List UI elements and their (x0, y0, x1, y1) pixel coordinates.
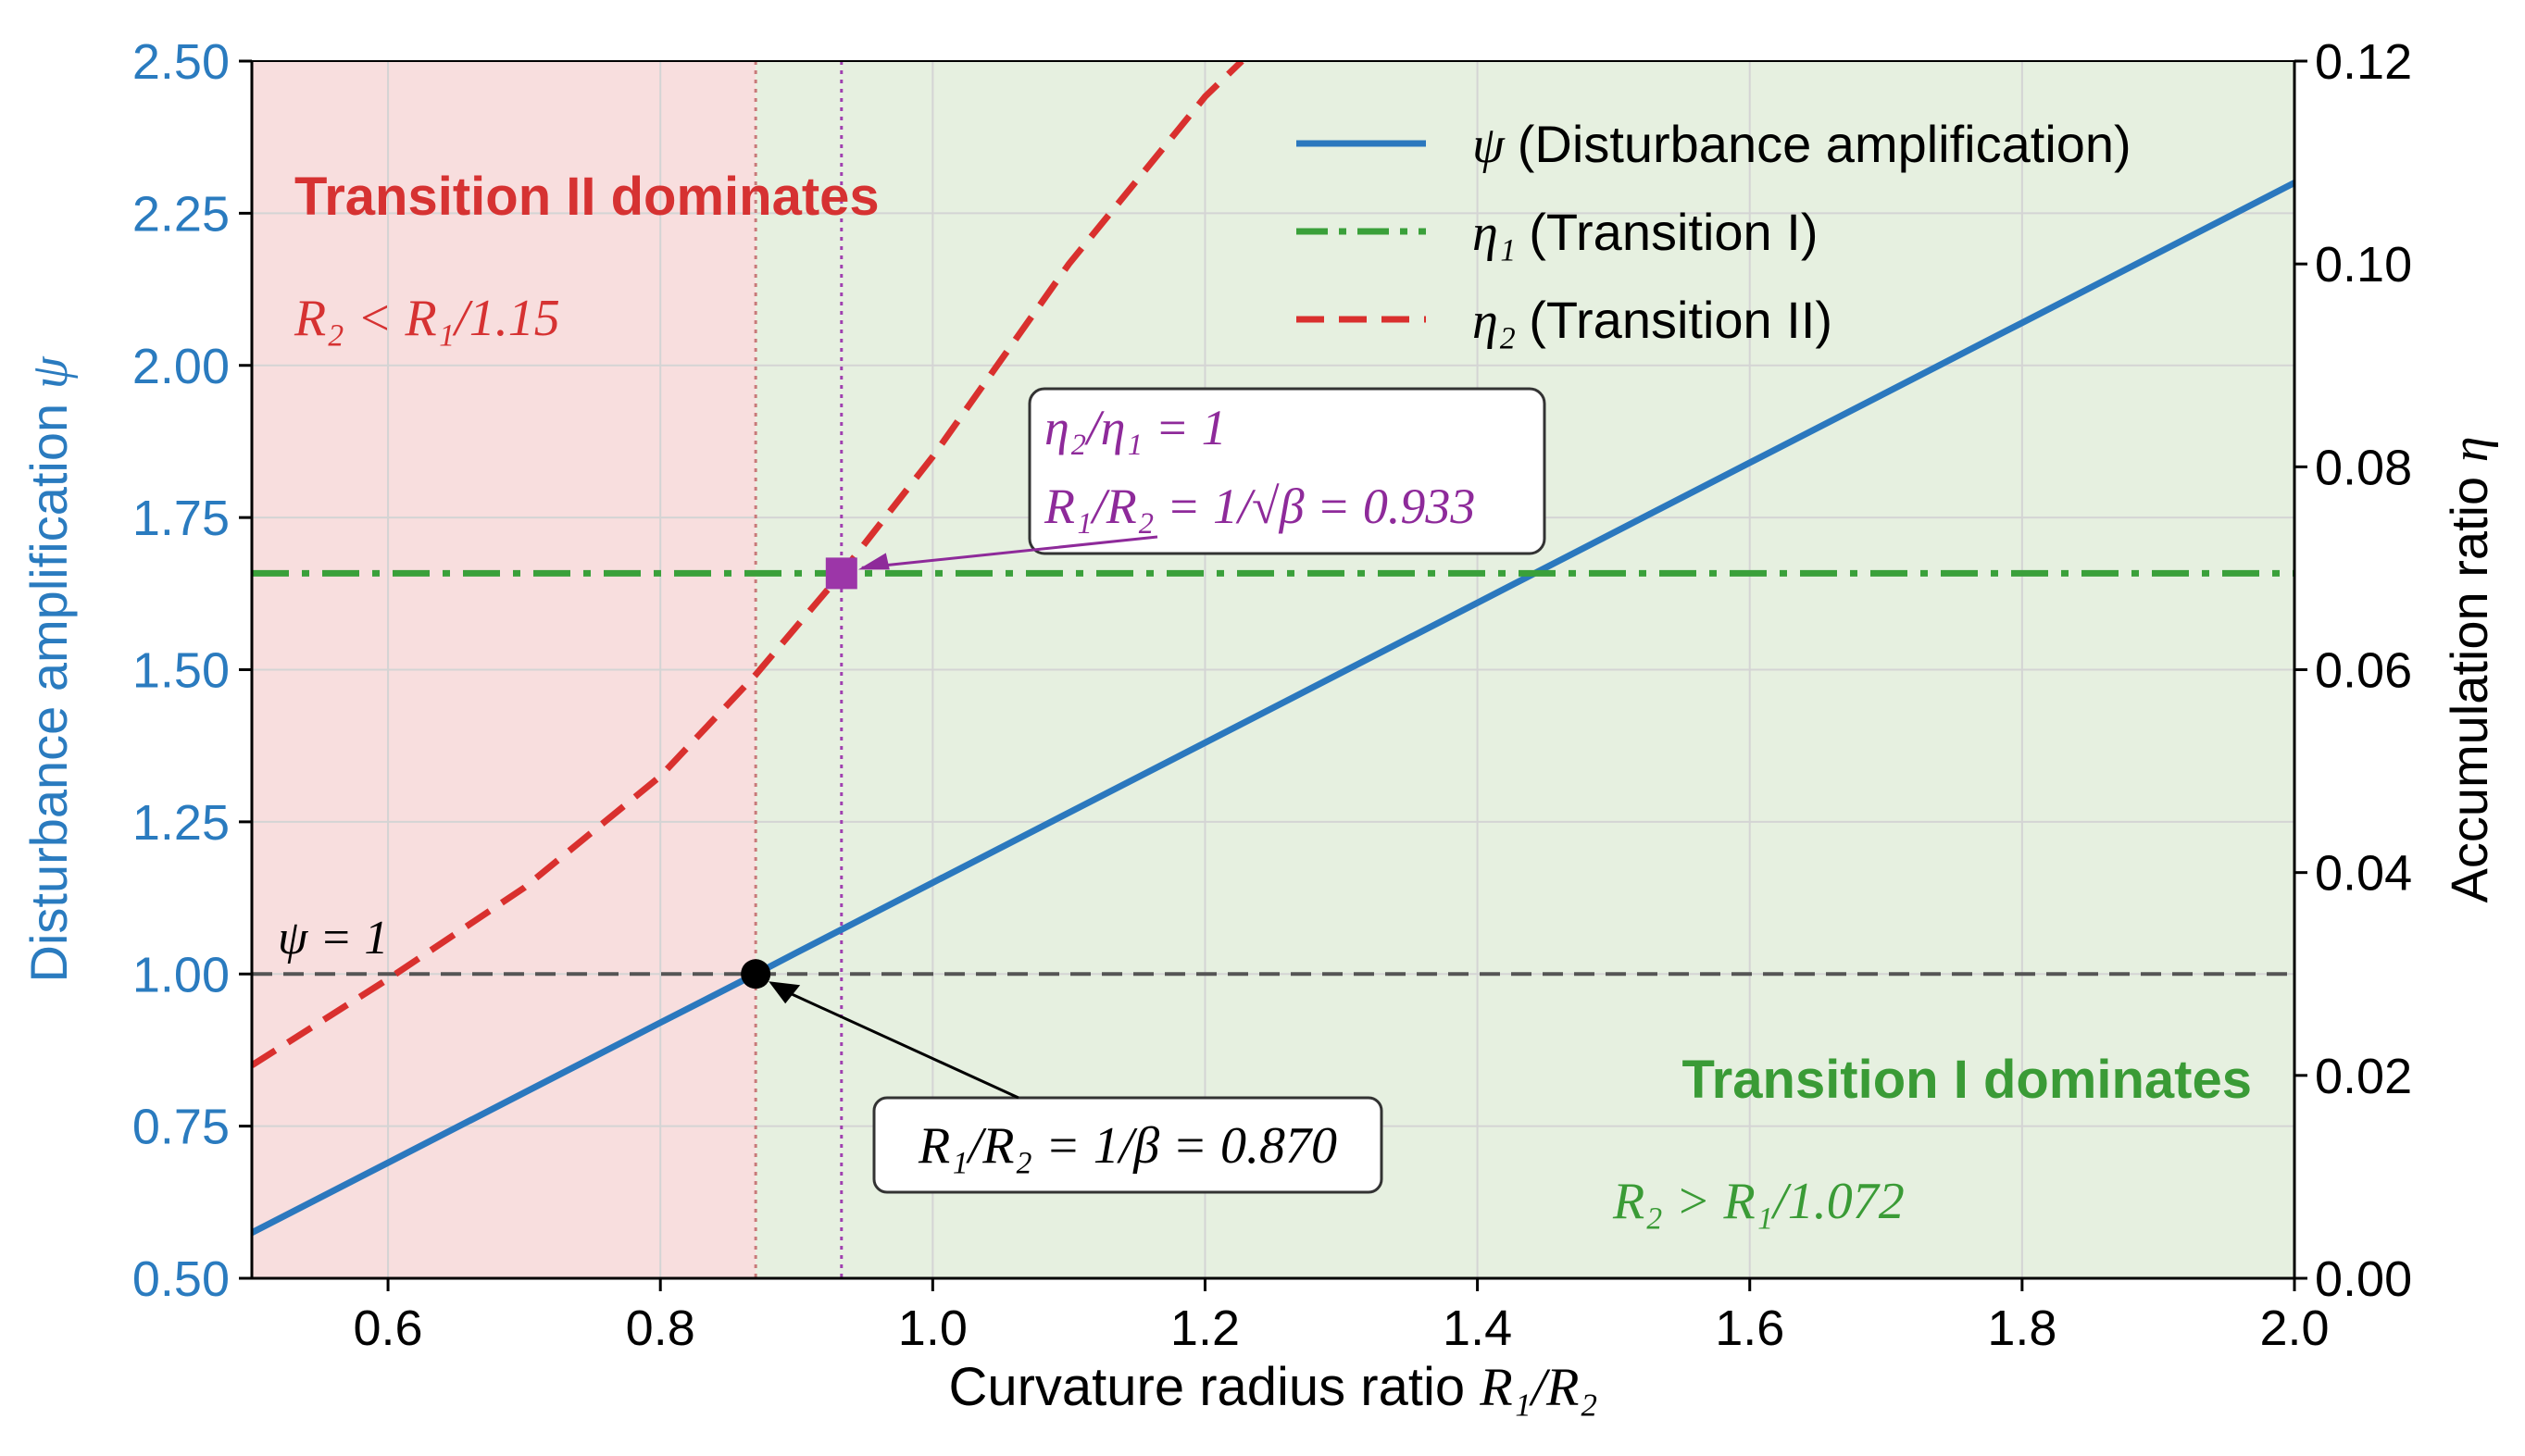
series-lines (252, 61, 2294, 1236)
series-line-psi (252, 180, 2294, 1236)
reference-lines (252, 61, 2294, 1278)
legend-label-psi: ψ (Disturbance amplification) (1472, 115, 2131, 174)
y-left-tick-label: 1.75 (132, 491, 230, 546)
region-title-transition-ii: Transition II dominates (294, 167, 880, 227)
region-title-transition-i: Transition I dominates (1681, 1050, 2252, 1110)
annotations: ψ = 1 R₁/R₂ = 1/β = 0.870 η₂/η₁ = 1 R₁/R₂ =… (278, 387, 1546, 1194)
y-right-tick-label: 0.12 (2315, 34, 2412, 90)
markers (741, 557, 857, 989)
region-condition-transition-i: R₂ > R₁/1.072 (1612, 1173, 1905, 1230)
annotation-sqrt-beta-line1: η₂/η₁ = 1 (1044, 400, 1227, 455)
x-tick-label: 0.6 (354, 1300, 423, 1356)
annotation-sqrt-beta-box (1028, 387, 1546, 555)
y-right-tick-label: 0.08 (2315, 440, 2412, 495)
y-left-tick-label: 2.00 (132, 339, 230, 394)
x-tick-label: 2.0 (2259, 1300, 2329, 1356)
x-tick-label: 1.0 (898, 1300, 968, 1356)
y-left-tick-label: 1.25 (132, 795, 230, 851)
annotation-beta-text: R₁/R₂ = 1/β = 0.870 (918, 1117, 1337, 1175)
y-right-tick-label: 0.10 (2315, 237, 2412, 292)
region-labels: Transition II dominates R₂ < R₁/1.15 Trans… (294, 167, 2252, 1230)
x-tick-label: 0.8 (626, 1300, 695, 1356)
y-left-tick-label: 2.25 (132, 186, 230, 242)
legend: ψ (Disturbance amplification) η₁ (Transit… (1296, 115, 2131, 350)
y-right-tick-label: 0.02 (2315, 1049, 2412, 1104)
y-left-tick-label: 1.50 (132, 643, 230, 699)
region-condition-transition-ii: R₂ < R₁/1.15 (294, 290, 560, 347)
legend-label-eta2: η₂ (Transition II) (1472, 291, 1832, 350)
y-right-tick-label: 0.04 (2315, 846, 2412, 902)
y-left-tick-label: 0.50 (132, 1251, 230, 1307)
x-tick-label: 1.2 (1170, 1300, 1240, 1356)
x-axis-label: Curvature radius ratio R₁/R₂ (948, 1357, 1597, 1417)
psi-equals-one-label: ψ = 1 (278, 912, 388, 964)
annotation-beta-arrowhead (769, 981, 801, 1004)
y-right-axis-label: Accumulation ratio η (2440, 437, 2499, 903)
annotation-beta-arrow (775, 985, 1019, 1100)
y-right-tick-label: 0.00 (2315, 1251, 2412, 1307)
y-left-tick-label: 0.75 (132, 1100, 230, 1155)
axes: 0.6 0.8 1.0 1.2 1.4 1.6 1.8 2.0 Curvature radius… (19, 34, 2499, 1417)
x-tick-label: 1.6 (1715, 1300, 1784, 1356)
y-left-tick-label: 2.50 (132, 34, 230, 90)
y-right-tick-label: 0.06 (2315, 643, 2412, 699)
marker-circle (741, 959, 771, 989)
annotation-sqrt-beta-arrowhead (857, 553, 890, 570)
marker-square (825, 557, 857, 590)
y-left-tick-label: 1.00 (132, 947, 230, 1002)
annotation-sqrt-beta-arrow (861, 535, 1158, 569)
x-tick-label: 1.8 (1987, 1300, 2056, 1356)
series-line-eta2 (252, 61, 1244, 1068)
legend-label-eta1: η₁ (Transition I) (1472, 203, 1818, 262)
x-tick-label: 1.4 (1443, 1300, 1512, 1356)
annotation-beta-box (872, 1096, 1383, 1194)
y-left-axis-label: Disturbance amplification ψ (19, 355, 79, 982)
annotation-sqrt-beta-line2: R₁/R₂ = 1/√β = 0.933 (1044, 479, 1475, 534)
